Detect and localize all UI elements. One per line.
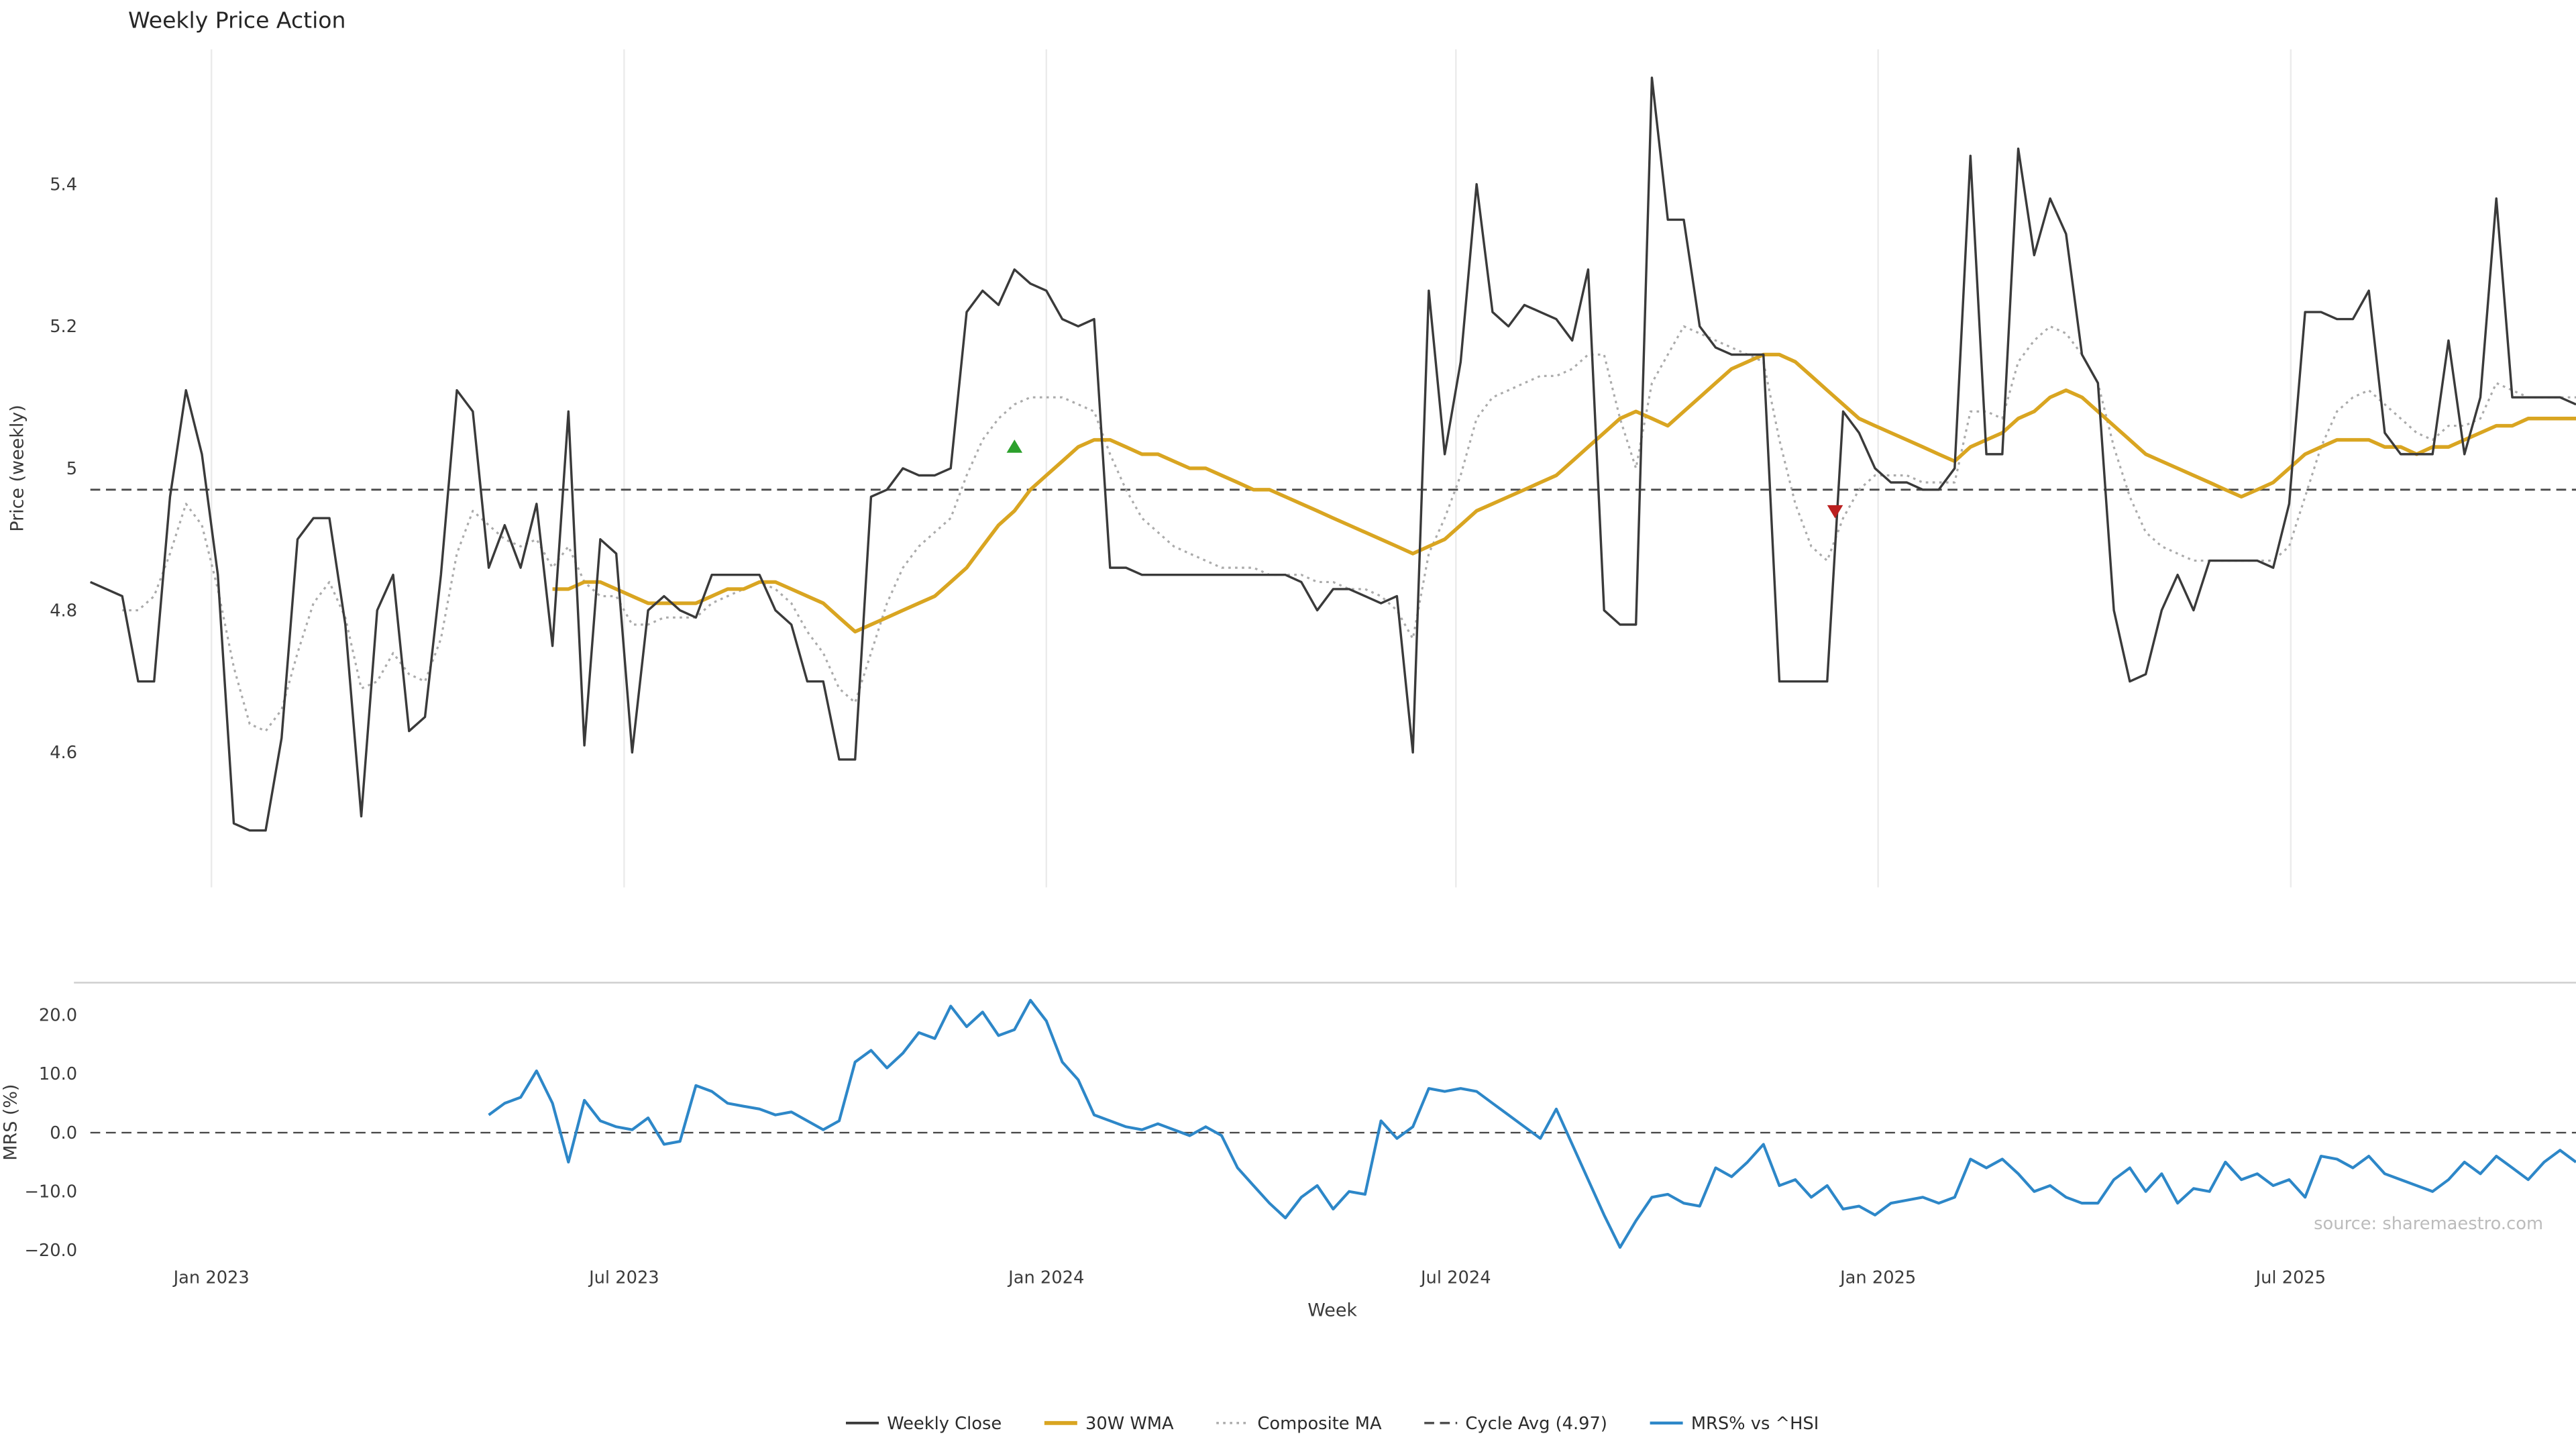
x-axis-label: Week — [1307, 1300, 1357, 1321]
mrs-y-axis-label: MRS (%) — [0, 1084, 21, 1161]
weekly-close-line — [89, 76, 2576, 832]
price-y-tick-label: 5.2 — [50, 317, 77, 337]
x-tick-label: Jul 2023 — [588, 1268, 659, 1288]
buy-signal-marker — [1006, 439, 1023, 453]
price-y-tick-label: 4.6 — [50, 743, 77, 763]
price-y-tick-label: 4.8 — [50, 601, 77, 621]
chart-title: Weekly Price Action — [128, 7, 345, 34]
legend-item-label: Cycle Avg (4.97) — [1465, 1414, 1607, 1434]
price-y-axis-label: Price (weekly) — [7, 405, 28, 531]
mrs-y-tick-label: 20.0 — [39, 1006, 77, 1026]
mrs-line — [488, 998, 2576, 1249]
x-tick-label: Jan 2023 — [172, 1268, 250, 1288]
mrs-y-tick-label: −20.0 — [24, 1241, 77, 1261]
legend-item-label: MRS% vs ^HSI — [1691, 1414, 1819, 1434]
price-y-tick-label: 5 — [66, 459, 77, 479]
x-tick-label: Jan 2024 — [1007, 1268, 1084, 1288]
tick-labels-layer: 4.6 4.8 5 5.2 5.4 −20.0 −10.0 0.0 10.0 20.0 Jan 20… — [24, 174, 2326, 1288]
wma-line — [552, 352, 2576, 634]
x-tick-label: Jul 2025 — [2255, 1268, 2326, 1288]
mrs-y-tick-label: 10.0 — [39, 1064, 77, 1084]
legend-item-label: 30W WMA — [1085, 1414, 1174, 1434]
x-tick-label: Jul 2024 — [1419, 1268, 1491, 1288]
sell-signal-marker — [1827, 505, 1843, 519]
source-note: source: sharemaestro.com — [2314, 1214, 2543, 1234]
price-y-tick-label: 5.4 — [50, 174, 77, 195]
composite-ma-line — [122, 325, 2576, 733]
mrs-y-tick-label: −10.0 — [24, 1182, 77, 1202]
mrs-y-tick-label: 0.0 — [50, 1123, 77, 1143]
legend-item-label: Composite MA — [1257, 1414, 1382, 1434]
x-tick-label: Jan 2025 — [1839, 1268, 1916, 1288]
price-panel — [89, 76, 2576, 832]
mrs-panel — [90, 998, 2576, 1249]
legend-item-label: Weekly Close — [887, 1414, 1002, 1434]
legend: Weekly Close 30W WMA Composite MA Cycle Avg… — [845, 1414, 1819, 1434]
